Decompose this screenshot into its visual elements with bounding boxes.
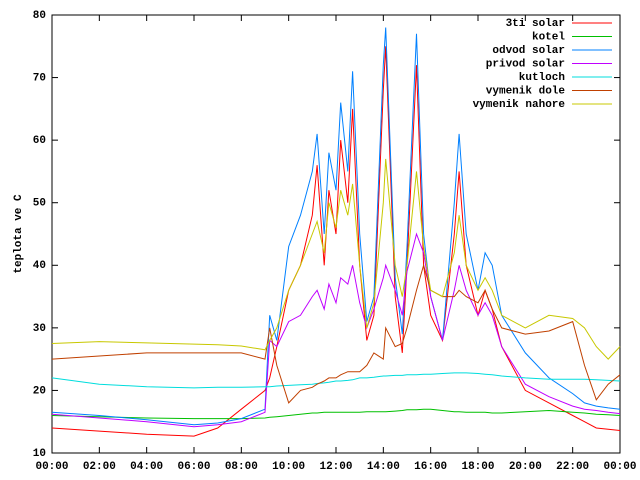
y-tick-label: 60 [33,135,46,147]
x-tick-label: 20:00 [509,461,542,473]
legend-label: kutloch [519,72,565,84]
x-tick-label: 04:00 [130,461,163,473]
series-line [51,408,621,420]
series-line [51,46,621,437]
y-tick-label: 70 [33,72,46,84]
x-tick-label: 00:00 [35,461,68,473]
y-tick-label: 10 [33,448,46,460]
x-tick-label: 06:00 [177,461,210,473]
x-tick-label: 02:00 [83,461,116,473]
legend-label: vymenik nahore [473,99,566,111]
legend-label: vymenik dole [486,85,566,97]
legend-label: odvod solar [492,45,565,57]
series-line [51,27,621,426]
series-line [51,263,621,404]
y-tick-label: 40 [33,260,46,272]
y-axis-label: teplota ve C [13,194,25,274]
series-line [51,158,621,360]
x-tick-label: 14:00 [367,461,400,473]
legend-label: privod solar [486,58,565,70]
x-tick-label: 10:00 [272,461,305,473]
y-tick-label: 30 [33,323,46,335]
x-tick-label: 22:00 [556,461,589,473]
x-tick-label: 16:00 [414,461,447,473]
series-line [51,372,621,389]
x-tick-label: 18:00 [461,461,494,473]
series-line [51,232,621,428]
y-tick-label: 20 [33,385,46,397]
x-tick-label: 12:00 [319,461,352,473]
y-tick-label: 80 [33,10,46,22]
legend-label: 3ti solar [506,18,565,30]
y-tick-label: 50 [33,198,46,210]
x-tick-label: 00:00 [603,461,636,473]
x-tick-label: 08:00 [225,461,258,473]
legend-label: kotel [532,31,565,43]
